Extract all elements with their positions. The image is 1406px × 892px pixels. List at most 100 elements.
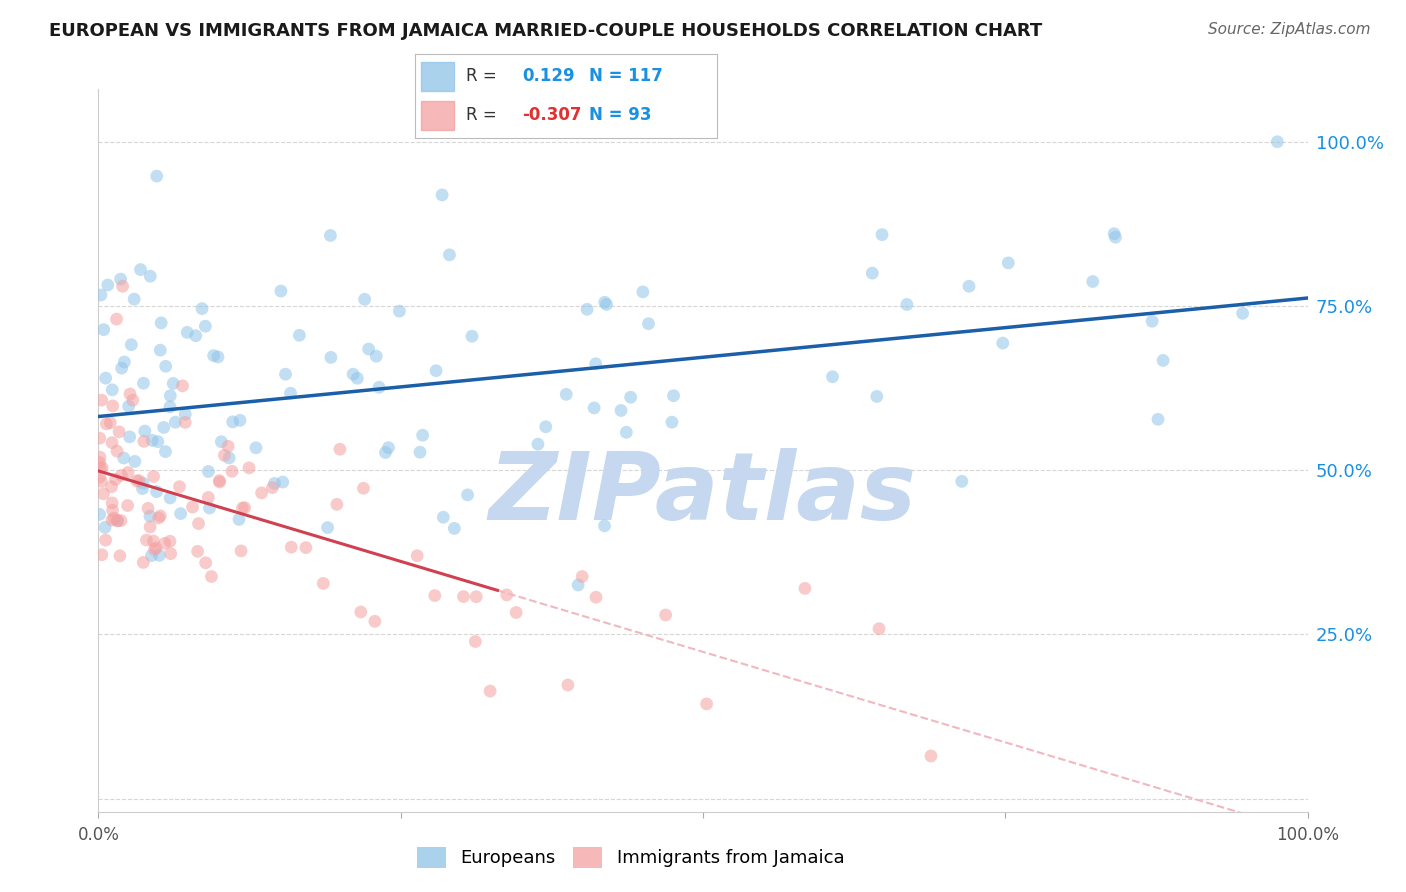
Point <box>101 399 124 413</box>
Point <box>567 578 589 592</box>
Point <box>93 487 115 501</box>
Point <box>142 534 165 549</box>
Point <box>131 482 153 496</box>
Point <box>169 480 191 494</box>
Point <box>174 416 197 430</box>
Point <box>91 460 114 475</box>
Point <box>89 450 111 465</box>
Point <box>425 364 447 378</box>
Text: R =: R = <box>467 68 502 86</box>
Point <box>262 481 284 495</box>
Point <box>111 279 134 293</box>
Point <box>101 435 124 450</box>
Text: EUROPEAN VS IMMIGRANTS FROM JAMAICA MARRIED-COUPLE HOUSEHOLDS CORRELATION CHART: EUROPEAN VS IMMIGRANTS FROM JAMAICA MARR… <box>49 22 1042 40</box>
Point <box>870 227 893 242</box>
Point <box>614 425 637 440</box>
Point <box>997 256 1019 270</box>
Point <box>93 323 115 337</box>
Point <box>231 501 253 516</box>
Point <box>271 475 294 489</box>
Point <box>229 544 252 558</box>
Point <box>583 401 606 415</box>
Point <box>152 420 174 434</box>
Point <box>110 468 132 483</box>
Point <box>280 540 302 554</box>
Point <box>94 371 117 385</box>
Point <box>439 248 461 262</box>
Point <box>94 520 117 534</box>
Point <box>97 278 120 293</box>
Point <box>108 549 131 563</box>
Point <box>149 508 172 523</box>
Point <box>110 514 132 528</box>
Point <box>920 749 942 764</box>
Point <box>132 556 155 570</box>
Point <box>208 475 231 489</box>
Point <box>118 387 141 401</box>
Text: ZIPatlas: ZIPatlas <box>489 448 917 540</box>
Point <box>443 521 465 535</box>
Point <box>194 319 217 334</box>
Point <box>117 499 139 513</box>
Point <box>198 501 221 516</box>
Point <box>637 317 659 331</box>
Point <box>534 419 557 434</box>
Point <box>696 697 718 711</box>
Point <box>1147 412 1170 426</box>
Point <box>620 390 643 404</box>
Point <box>89 431 111 445</box>
Point <box>96 417 118 431</box>
Point <box>111 361 134 376</box>
Point <box>353 293 375 307</box>
Point <box>495 588 517 602</box>
Point <box>214 449 236 463</box>
Point <box>342 368 364 382</box>
Point <box>1102 227 1125 241</box>
Point <box>128 474 150 488</box>
Point <box>368 380 391 394</box>
Point <box>90 393 112 408</box>
Point <box>105 312 128 326</box>
Point <box>263 476 285 491</box>
Point <box>610 403 633 417</box>
Point <box>406 549 429 563</box>
Point <box>957 279 980 293</box>
Point <box>202 349 225 363</box>
Point <box>1232 306 1254 320</box>
Point <box>950 475 973 489</box>
Point <box>125 474 148 488</box>
Point <box>148 549 170 563</box>
Text: Source: ZipAtlas.com: Source: ZipAtlas.com <box>1208 22 1371 37</box>
Point <box>274 368 297 382</box>
Point <box>352 481 374 495</box>
Point <box>145 484 167 499</box>
Point <box>576 302 599 317</box>
Point <box>464 634 486 648</box>
Point <box>453 590 475 604</box>
Point <box>105 444 128 458</box>
Point <box>169 507 191 521</box>
Point <box>197 465 219 479</box>
Point <box>162 376 184 391</box>
Text: N = 117: N = 117 <box>589 68 662 86</box>
Point <box>896 297 918 311</box>
Point <box>505 606 527 620</box>
Point <box>631 285 654 299</box>
Point <box>432 510 454 524</box>
Point <box>120 337 142 351</box>
Point <box>316 520 339 534</box>
Point <box>98 416 121 430</box>
Point <box>89 456 111 470</box>
Point <box>319 228 342 243</box>
Point <box>555 387 578 401</box>
Point <box>209 434 232 449</box>
Point <box>141 549 163 563</box>
Point <box>661 415 683 429</box>
Text: -0.307: -0.307 <box>522 106 582 124</box>
Point <box>149 343 172 358</box>
Point <box>377 441 399 455</box>
Point <box>350 605 373 619</box>
Point <box>412 428 434 442</box>
Point <box>357 342 380 356</box>
Point <box>89 461 111 475</box>
